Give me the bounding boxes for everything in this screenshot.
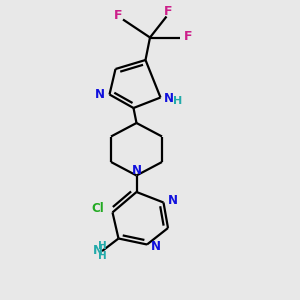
Text: N: N — [164, 92, 174, 106]
Text: N: N — [95, 88, 105, 101]
Text: N: N — [131, 164, 142, 178]
Text: H: H — [98, 251, 106, 261]
Text: H: H — [173, 95, 182, 106]
Text: Cl: Cl — [92, 202, 104, 215]
Text: H: H — [98, 241, 106, 251]
Text: F: F — [114, 9, 123, 22]
Text: N: N — [151, 240, 161, 254]
Text: F: F — [184, 29, 193, 43]
Text: N: N — [93, 244, 103, 257]
Text: F: F — [164, 4, 172, 18]
Text: N: N — [167, 194, 178, 207]
